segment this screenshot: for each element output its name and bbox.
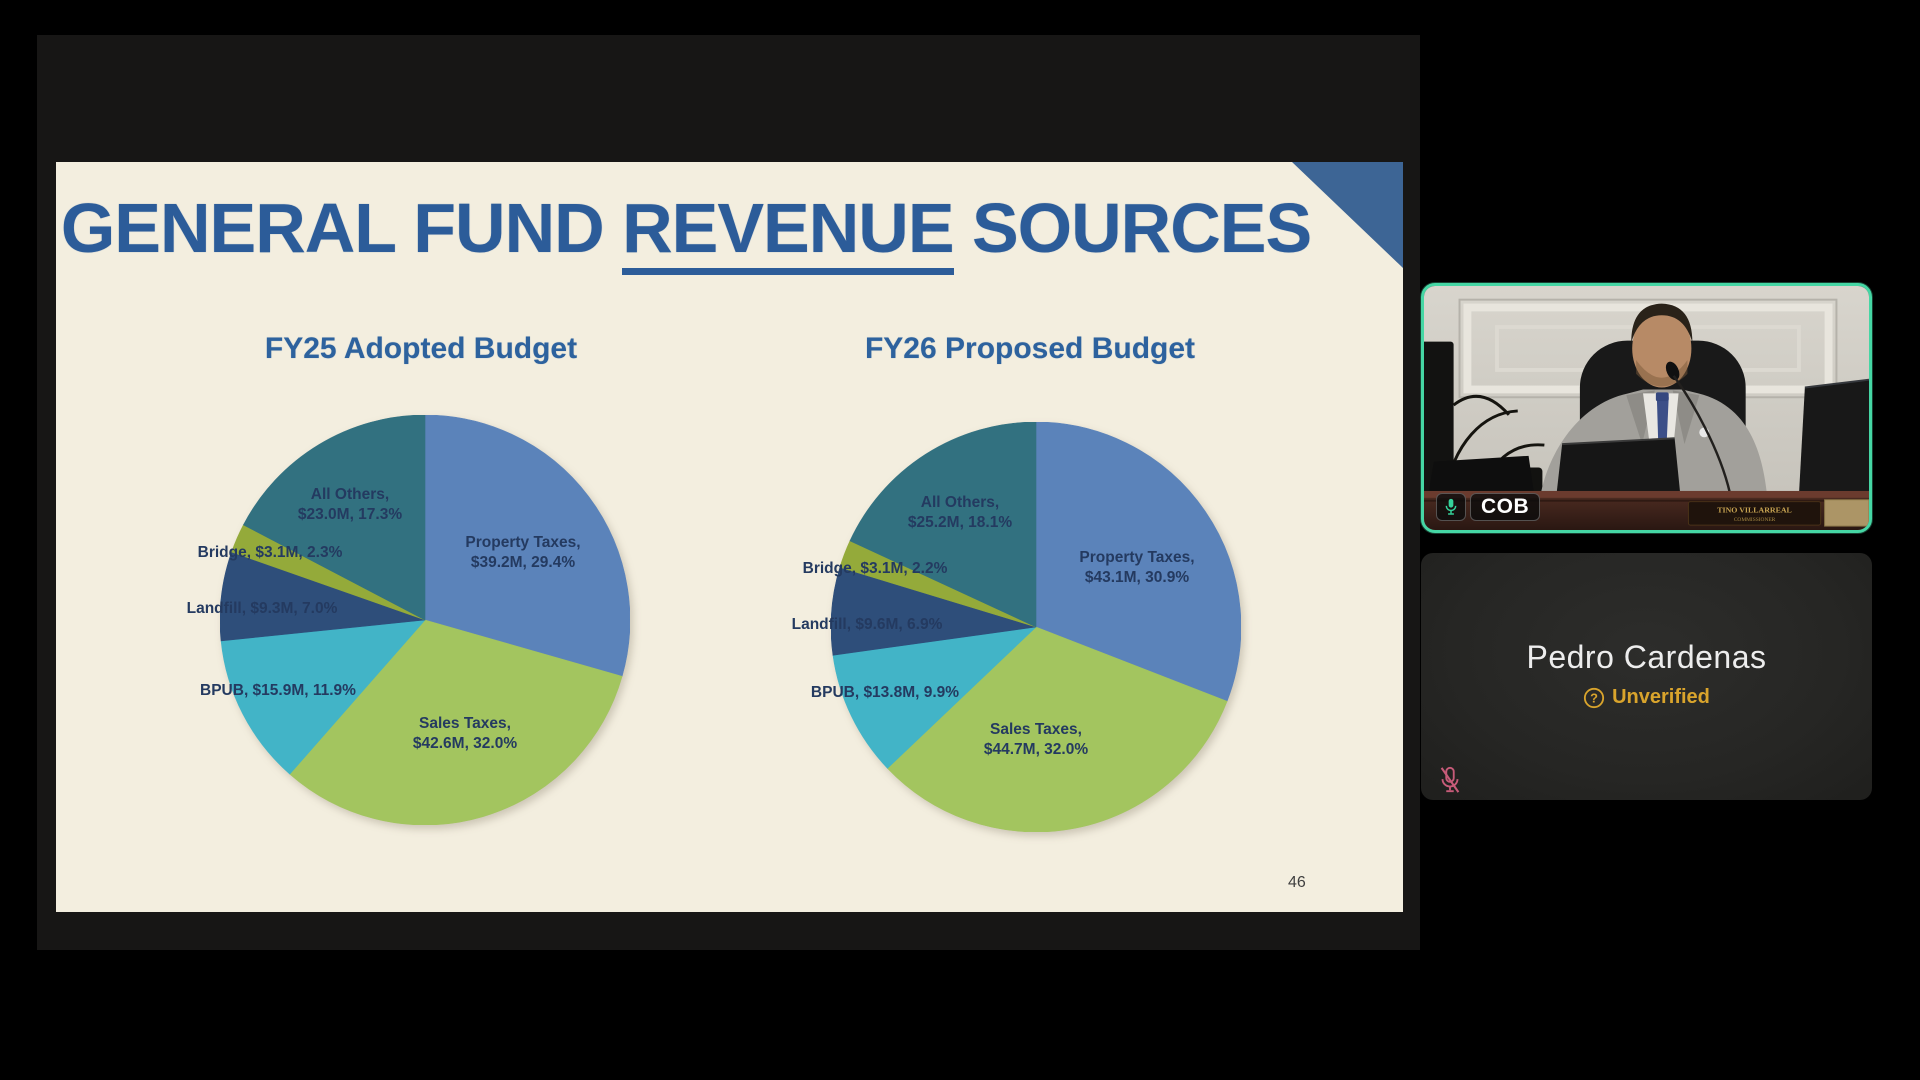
question-circle-icon: ? (1584, 687, 1605, 708)
chart-title-fy26: FY26 Proposed Budget (864, 332, 1196, 365)
pie (831, 422, 1241, 832)
pie-slice-property-taxes (424, 415, 630, 677)
participant-display-name: Pedro Cardenas (1526, 639, 1767, 675)
video-tile-cob[interactable]: TINO VILLARREAL COMMISSIONER COB (1421, 283, 1872, 533)
svg-text:?: ? (1590, 690, 1598, 705)
pie-slice-all-others (849, 422, 1037, 628)
slide-title-prefix: GENERAL FUND (60, 189, 623, 267)
video-tile-pedro-cardenas[interactable]: Pedro Cardenas ? Unverified (1421, 553, 1872, 800)
pie-slice-bpub (832, 626, 1037, 769)
pie-label-sales-taxes: Sales Taxes, $44.7M, 32.0% (983, 720, 1089, 758)
pie-label-bridge: Bridge, $3.1M, 2.3% (197, 543, 343, 561)
pie-label-landfill: Landfill, $9.6M, 6.9% (791, 615, 943, 633)
verification-status-label: Unverified (1612, 686, 1710, 708)
mic-muted-icon (1440, 766, 1460, 793)
nameplate-title: COMMISSIONER (1734, 517, 1776, 523)
pie (220, 415, 630, 825)
slide-title-underlined-word: REVENUE (622, 189, 955, 275)
pie-slice-sales-taxes (887, 626, 1228, 832)
verification-status: ? Unverified (1583, 686, 1710, 709)
pie-label-all-others: All Others, $25.2M, 18.1% (907, 493, 1013, 531)
participant-badge-cob: COB (1436, 493, 1541, 521)
pie-chart-fy26: FY26 Proposed Budget Property Taxes, $43.… (56, 162, 1403, 912)
pie-label-property-taxes: Property Taxes, $39.2M, 29.4% (465, 533, 581, 571)
slide-title: GENERAL FUND REVENUE SOURCES (56, 188, 1316, 275)
pie-label-bpub: BPUB, $15.9M, 11.9% (200, 681, 356, 699)
chart-title-fy25: FY25 Adopted Budget (264, 332, 578, 365)
slide-page-number: 46 (1288, 874, 1306, 891)
presentation-slide: GENERAL FUND REVENUE SOURCES FY25 Adopte… (56, 162, 1403, 912)
pie-label-bridge: Bridge, $3.1M, 2.2% (802, 559, 948, 577)
pie-slice-sales-taxes (289, 619, 623, 825)
pie-label-bpub: BPUB, $13.8M, 9.9% (810, 683, 960, 701)
participant-name-label-cob: COB (1470, 493, 1541, 521)
pie-slice-bpub (220, 619, 426, 775)
pie-slice-all-others (243, 415, 426, 621)
mic-icon (1436, 493, 1466, 521)
pie-label-all-others: All Others, $23.0M, 17.3% (297, 485, 403, 523)
pie-slice-property-taxes (1035, 422, 1241, 702)
slide-corner-decoration (1292, 162, 1403, 268)
council-chamber-video-still: TINO VILLARREAL COMMISSIONER (1424, 286, 1869, 530)
pie-label-landfill: Landfill, $9.3M, 7.0% (186, 599, 338, 617)
slide-title-suffix: SOURCES (953, 189, 1312, 267)
pie-label-sales-taxes: Sales Taxes, $42.6M, 32.0% (412, 714, 518, 752)
screen-share-region: GENERAL FUND REVENUE SOURCES FY25 Adopte… (37, 35, 1420, 950)
pie-label-property-taxes: Property Taxes, $43.1M, 30.9% (1079, 548, 1195, 586)
pie-chart-fy25: FY25 Adopted Budget Property Taxes, $39.2… (56, 162, 1403, 912)
nameplate-name: TINO VILLARREAL (1717, 505, 1792, 514)
